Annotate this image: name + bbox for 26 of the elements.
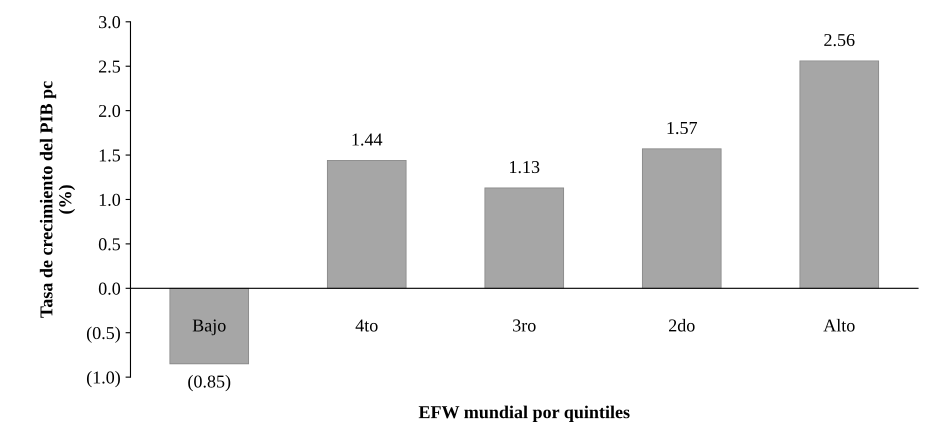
y-axis-title: Tasa de crecimiento del PIB pc (%) [40,81,76,318]
x-tick-label: 2do [669,318,695,332]
y-tick-label: 2.0 [98,104,120,118]
data-label: 2.56 [824,34,855,46]
bar [326,160,407,289]
y-tick-label: 0.5 [98,238,120,250]
x-tick-label: 4to [356,320,378,332]
bar [484,188,564,289]
x-tick-label: 3ro [513,319,536,332]
y-tick-label: (1.0) [86,370,120,388]
y-tick-label: (0.5) [86,326,120,343]
y-tick-label: 1.0 [100,194,120,206]
x-tick-label: Alto [823,318,855,332]
y-tick-label: 3.0 [99,16,120,28]
bar [799,60,880,289]
data-label: 1.44 [352,134,382,146]
x-tick-label: Bajo [192,319,226,336]
bar [169,288,250,364]
bar [642,148,722,289]
data-label: 1.13 [510,161,540,174]
y-tick-label: 2.5 [98,60,120,73]
data-label: (0.85) [188,374,230,392]
x-axis-title: EFW mundial por quintiles [418,406,630,422]
y-tick-label: 1.5 [100,149,120,162]
y-tick-label: 0.0 [98,282,120,295]
data-label: 1.57 [668,122,698,134]
